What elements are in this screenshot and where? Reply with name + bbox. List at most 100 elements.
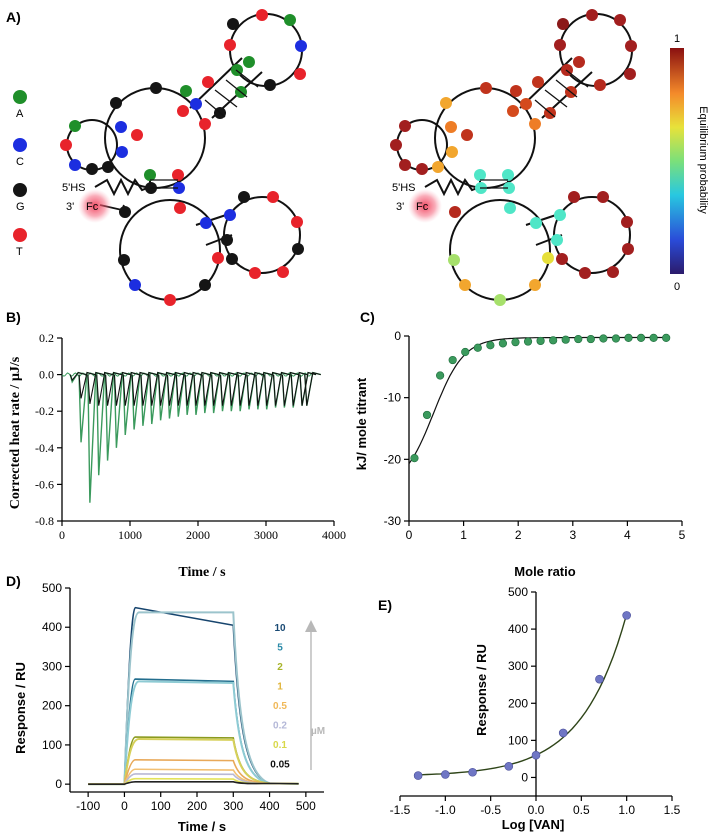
chart-e-x-tick-label: 0.0 xyxy=(528,803,545,817)
nucleotide-probability xyxy=(510,85,522,97)
nucleotide-probability xyxy=(579,267,591,279)
nucleotide-probability xyxy=(474,169,486,181)
chart-d-trace xyxy=(88,678,299,785)
chart-d-legend-label: 0.05 xyxy=(270,760,290,771)
chart-c-x-tick-label: 3 xyxy=(569,528,576,542)
nucleotide-probability xyxy=(532,76,544,88)
nucleotide-probability xyxy=(556,253,568,265)
nucleotide-probability xyxy=(573,56,585,68)
nucleotide-g xyxy=(264,79,276,91)
nucleotide-probability xyxy=(446,146,458,158)
nucleotide-t xyxy=(164,294,176,306)
chart-d-trace xyxy=(88,781,299,785)
base-legend: A C G T xyxy=(13,90,27,258)
chart-c-x-tick-label: 1 xyxy=(460,528,467,542)
chart-b-y-tick-label: -0.2 xyxy=(35,404,54,418)
nucleotide-t xyxy=(224,39,236,51)
nucleotide-probability xyxy=(624,68,636,80)
chart-e-point xyxy=(413,771,423,780)
chart-c-point xyxy=(611,334,621,343)
chart-b-reference-peak xyxy=(69,371,87,382)
nucleotide-t xyxy=(174,202,186,214)
chart-c-point xyxy=(448,355,457,365)
chart-e-y-tick-label: 400 xyxy=(508,622,528,636)
chart-d-xlabel: Time / s xyxy=(178,819,226,834)
chart-c-y-tick-label: -10 xyxy=(384,391,402,405)
chart-e-point xyxy=(468,767,477,777)
chart-b-reference-peak xyxy=(149,371,166,406)
chart-d: -100 0 100 200 300 400 500 0 100 200 300 400 500 10 5… xyxy=(13,581,325,834)
chart-e-x-tick-label: -1.5 xyxy=(390,803,411,817)
nucleotide-probability xyxy=(586,9,598,21)
chart-d-trace xyxy=(88,759,299,785)
chart-b-reference-peak xyxy=(299,371,317,406)
nucleotide-c xyxy=(129,279,141,291)
nucleotide-probability xyxy=(597,191,609,203)
legend-label-g: G xyxy=(16,201,25,213)
nucleotide-probability xyxy=(614,14,626,26)
left-rungs xyxy=(150,69,259,189)
nucleotide-probability xyxy=(507,105,519,117)
chart-b-y-tick-label: 0.0 xyxy=(39,368,54,382)
chart-e-y-tick-label: 0 xyxy=(521,770,528,784)
chart-b-xlabel: Time / s xyxy=(178,565,226,580)
three-prime-label-left: 3' xyxy=(66,201,74,213)
nucleotide-probability xyxy=(461,129,473,141)
chart-b-reference-peak xyxy=(193,371,211,406)
legend-label-c: C xyxy=(16,156,24,168)
panel-label-e: E) xyxy=(378,597,392,613)
nucleotide-g xyxy=(221,234,233,246)
chart-d-x-tick-label: -100 xyxy=(76,799,100,813)
nucleotide-probability xyxy=(551,234,563,246)
nucleotide-g xyxy=(199,279,211,291)
nucleotide-t xyxy=(177,105,189,117)
nucleotide-c xyxy=(295,40,307,52)
nucleotide-probability xyxy=(530,217,542,229)
nucleotide-t xyxy=(291,216,303,228)
nucleotide-g xyxy=(150,82,162,94)
chart-b-y-tick-label: 0.2 xyxy=(39,331,54,345)
five-prime-label-right: 5'HS xyxy=(392,182,416,194)
nucleotide-probability xyxy=(557,18,569,30)
chart-d-trace xyxy=(88,680,299,786)
nucleotide-probability xyxy=(529,118,541,130)
chart-b-reference-peak xyxy=(211,371,228,406)
chart-b-reference-peak xyxy=(122,371,140,406)
nucleotide-c xyxy=(69,159,81,171)
chart-e-point xyxy=(531,750,541,760)
chart-b-x-tick-label: 2000 xyxy=(186,528,210,542)
nucleotide-probability xyxy=(494,294,506,306)
chart-c-point xyxy=(649,333,658,342)
chart-e-x-tick-label: 1.5 xyxy=(664,803,681,817)
chart-b-reference-peak xyxy=(281,371,299,406)
chart-c-y-tick-label: 0 xyxy=(394,329,401,343)
nucleotide-probability xyxy=(554,39,566,51)
chart-b-reference-peak xyxy=(228,371,246,406)
chart-d-legend-label: 5 xyxy=(277,643,283,654)
chart-c-point xyxy=(422,410,432,420)
structure-sequence xyxy=(66,13,303,301)
legend-label-a: A xyxy=(16,108,24,120)
chart-b-reference-peak xyxy=(113,371,131,406)
nucleotide-t xyxy=(256,9,268,21)
nucleotides-sequence xyxy=(60,9,307,306)
nucleotide-a xyxy=(243,56,255,68)
nucleotide-a xyxy=(144,169,156,181)
chart-c-point xyxy=(473,343,482,352)
chart-d-y-tick-label: 500 xyxy=(42,581,62,595)
colorbar-gradient xyxy=(670,48,684,274)
right-rungs xyxy=(480,69,589,189)
structure-probability xyxy=(396,13,633,301)
chart-d-y-tick-label: 300 xyxy=(42,659,62,673)
chart-e-y-tick-label: 100 xyxy=(508,733,528,747)
legend-dot-a xyxy=(13,90,27,104)
chart-c-point xyxy=(574,334,583,344)
nucleotide-probability xyxy=(542,252,554,264)
chart-e-x-tick-label: -1.0 xyxy=(435,803,456,817)
chart-d-trace xyxy=(88,611,299,786)
five-prime-label-left: 5'HS xyxy=(62,182,86,194)
nucleotide-probability xyxy=(568,191,580,203)
nucleotide-probability xyxy=(622,243,634,255)
colorbar: 1 0 Equilibrium probability xyxy=(670,33,708,293)
fc-label-right: Fc xyxy=(416,201,429,213)
